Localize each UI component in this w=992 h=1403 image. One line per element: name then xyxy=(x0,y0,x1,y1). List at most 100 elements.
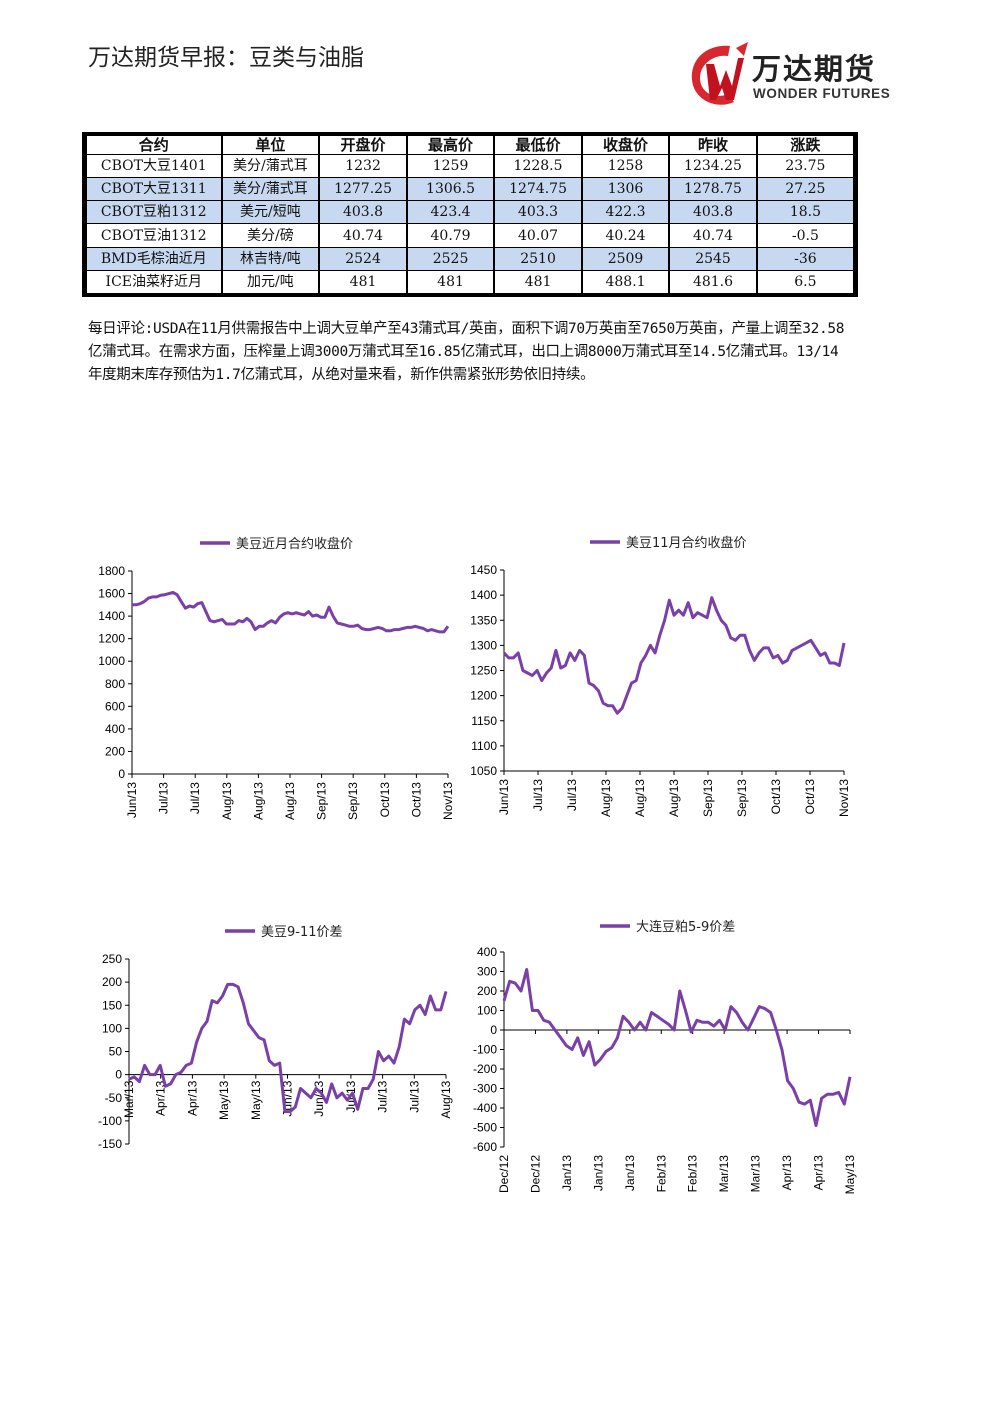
y-tick-label: 800 xyxy=(105,677,125,691)
y-tick-label: -200 xyxy=(473,1062,497,1076)
x-tick-label: Jan/13 xyxy=(591,1155,605,1191)
y-tick-label: 1200 xyxy=(98,632,125,646)
cell-contract: BMD毛棕油近月 xyxy=(87,247,221,270)
cell-unit: 美元/短吨 xyxy=(222,201,319,224)
chart-soybean-nearby-close: 美豆近月合约收盘价 0 200 400 600 800 1000 1200 1400 1600 18… xyxy=(60,525,460,845)
y-tick-label: 0 xyxy=(490,1023,497,1037)
y-tick-label: 1000 xyxy=(98,654,125,668)
x-tick-label: Sep/13 xyxy=(735,779,749,817)
x-tick-label: Sep/13 xyxy=(701,779,715,817)
table-row: CBOT豆粕1312 美元/短吨 403.8 423.4 403.3 422.3… xyxy=(87,201,853,224)
y-tick-label: -300 xyxy=(473,1082,497,1096)
y-tick-label: 300 xyxy=(477,965,497,979)
y-tick-label: 1150 xyxy=(471,714,497,728)
y-tick-label: -100 xyxy=(98,1114,122,1128)
table-row: ICE油菜籽近月 加元/吨 481 481 481 488.1 481.6 6.… xyxy=(87,270,853,293)
daily-comment: 每日评论:USDA在11月供需报告中上调大豆单产至43蒲式耳/英亩，面积下调70… xyxy=(88,321,845,383)
x-tick-label: May/13 xyxy=(249,1080,263,1120)
cell-prev-close: 1278.75 xyxy=(670,178,756,201)
cell-change: 6.5 xyxy=(757,270,853,293)
cell-close: 488.1 xyxy=(582,270,669,293)
series-line xyxy=(502,596,846,715)
company-logo: 万达期货 WONDER FUTURES xyxy=(686,40,896,110)
y-tick-label: 200 xyxy=(105,744,125,758)
cell-high: 2525 xyxy=(407,247,494,270)
y-tick-label: -50 xyxy=(105,1091,123,1105)
cell-high: 40.79 xyxy=(407,224,494,247)
x-tick-label: May/13 xyxy=(217,1080,231,1120)
cell-high: 1259 xyxy=(407,155,494,178)
y-tick-label: -100 xyxy=(473,1043,497,1057)
cell-open: 40.74 xyxy=(320,224,406,247)
cell-contract: CBOT豆油1312 xyxy=(87,224,221,247)
cell-close: 1306 xyxy=(582,178,669,201)
cell-prev-close: 403.8 xyxy=(670,201,756,224)
y-tick-label: 1050 xyxy=(470,764,497,778)
cell-change: 27.25 xyxy=(757,178,853,201)
y-tick-label: 100 xyxy=(477,1004,497,1018)
cell-change: 18.5 xyxy=(757,201,853,224)
cell-close: 2509 xyxy=(582,247,669,270)
y-tick-label: -150 xyxy=(98,1137,122,1151)
cell-contract: CBOT大豆1401 xyxy=(87,155,221,178)
x-tick-label: Mar/13 xyxy=(717,1155,731,1193)
cell-contract: CBOT大豆1311 xyxy=(87,178,221,201)
table-row: CBOT大豆1401 美分/蒲式耳 1232 1259 1228.5 1258 … xyxy=(87,155,853,178)
cell-prev-close: 1234.25 xyxy=(670,155,756,178)
x-tick-label: Jul/13 xyxy=(531,779,545,811)
x-tick-label: Jun/13 xyxy=(497,779,511,815)
y-tick-label: -400 xyxy=(473,1101,497,1115)
x-tick-label: Feb/13 xyxy=(686,1155,700,1193)
x-tick-label: Aug/13 xyxy=(283,782,297,820)
y-tick-label: 1450 xyxy=(470,563,497,577)
y-tick-label: 1350 xyxy=(470,613,497,627)
header-contract: 合约 xyxy=(87,136,221,154)
x-tick-label: Aug/13 xyxy=(251,782,265,820)
y-tick-label: -500 xyxy=(473,1121,497,1135)
y-tick-label: 400 xyxy=(477,945,497,959)
header-change: 涨跌 xyxy=(757,136,853,154)
y-tick-label: -600 xyxy=(473,1140,497,1154)
y-tick-label: 50 xyxy=(109,1045,123,1059)
x-tick-label: Apr/13 xyxy=(185,1080,199,1116)
y-tick-label: 0 xyxy=(118,767,125,781)
y-tick-label: 150 xyxy=(102,998,122,1012)
series-line xyxy=(502,968,852,1128)
x-tick-label: Jan/13 xyxy=(623,1155,637,1191)
cell-low: 403.3 xyxy=(495,201,581,224)
cell-unit: 美分/磅 xyxy=(222,224,319,247)
x-tick-label: Apr/13 xyxy=(780,1155,794,1191)
x-tick-label: Dec/12 xyxy=(528,1155,542,1193)
x-tick-label: Mar/13 xyxy=(749,1155,763,1193)
chart-soybean-9-11-spread: 美豆9-11价差 -150 -100 -50 0 50 100 150 200 250 Mar/13… xyxy=(60,915,460,1205)
cell-close: 422.3 xyxy=(582,201,669,224)
cell-high: 1306.5 xyxy=(407,178,494,201)
table-row: CBOT豆油1312 美分/磅 40.74 40.79 40.07 40.24 … xyxy=(87,224,853,247)
x-tick-label: Jan/13 xyxy=(560,1155,574,1191)
y-tick-label: 0 xyxy=(115,1068,122,1082)
cell-change: -0.5 xyxy=(757,224,853,247)
cell-open: 1232 xyxy=(320,155,406,178)
y-tick-label: 1100 xyxy=(471,739,497,753)
x-tick-label: May/13 xyxy=(843,1155,857,1195)
y-tick-label: 1400 xyxy=(470,588,497,602)
cell-change: 23.75 xyxy=(757,155,853,178)
y-tick-label: 1250 xyxy=(470,664,497,678)
cell-contract: CBOT豆粕1312 xyxy=(87,201,221,224)
chart-dalian-meal-5-9-spread: 大连豆粕5-9价差 -600 -500 -400 -300 -200 -100 0 100 200… xyxy=(440,910,870,1210)
x-tick-label: Aug/13 xyxy=(220,782,234,820)
y-tick-label: 200 xyxy=(477,984,497,998)
header-unit: 单位 xyxy=(222,136,319,154)
quotes-table: 合约 单位 开盘价 最高价 最低价 收盘价 昨收 涨跌 CBOT大豆1401 美… xyxy=(82,132,858,297)
chart-soybean-nov-close: 美豆11月合约收盘价 1050 1100 1150 1200 1250 1300 1350 14… xyxy=(460,525,860,845)
x-tick-label: Aug/13 xyxy=(439,1080,453,1118)
legend-label: 美豆9-11价差 xyxy=(261,925,343,940)
x-tick-label: Aug/13 xyxy=(633,779,647,817)
x-tick-label: Jul/13 xyxy=(188,782,202,814)
table-row: BMD毛棕油近月 林吉特/吨 2524 2525 2510 2509 2545 … xyxy=(87,247,853,270)
cell-prev-close: 2545 xyxy=(670,247,756,270)
header-high: 最高价 xyxy=(407,136,494,154)
logo-english-text: WONDER FUTURES xyxy=(753,86,891,101)
cell-low: 40.07 xyxy=(495,224,581,247)
x-tick-label: Sep/13 xyxy=(315,782,329,820)
